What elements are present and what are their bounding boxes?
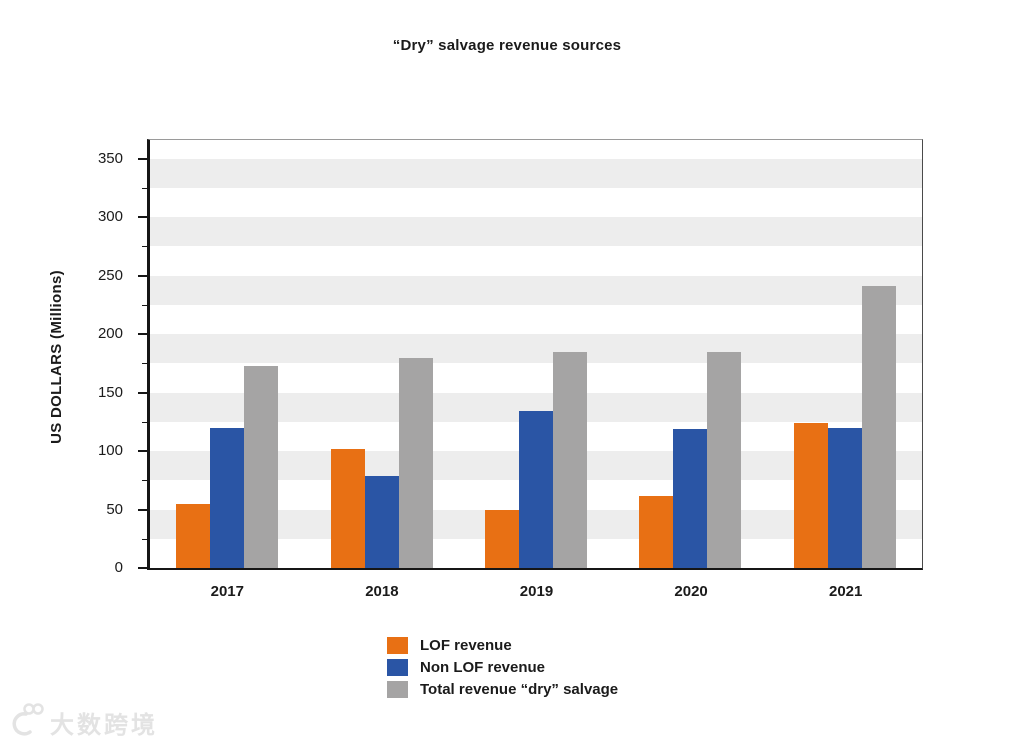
y-tick-major-50 [138, 508, 147, 511]
y-tick-label-200: 200 [97, 325, 123, 343]
x-axis: 2017 2018 2019 2020 2021 [150, 583, 923, 600]
grid-band-175-200 [150, 334, 922, 364]
legend-label: LOF revenue [420, 637, 512, 654]
x-tick-label-2018: 2018 [365, 583, 399, 600]
y-tick-minor-325 [142, 187, 147, 189]
y-tick-label-300: 300 [97, 208, 123, 226]
y-tick-major-350 [138, 157, 147, 160]
bar-group-2018 [304, 140, 458, 568]
bar-group-2020 [613, 140, 767, 568]
bar-groups [150, 140, 922, 568]
y-axis: 0 50 100 150 200 250 300 350 [0, 140, 147, 576]
bar-non-lof-revenue-2018 [364, 475, 399, 568]
bar-total-revenue-dry-salvage-2021 [861, 286, 896, 568]
legend-item-total-revenue-dry-salvage: Total revenue “dry” salvage [387, 680, 618, 699]
legend-swatch-non-lof-revenue [387, 659, 408, 676]
watermark: 大数跨境 [6, 700, 158, 745]
bar-non-lof-revenue-2020 [673, 428, 708, 568]
y-tick-major-150 [138, 391, 147, 394]
y-tick-label-350: 350 [97, 149, 123, 167]
y-tick-major-100 [138, 450, 147, 453]
x-tick-label-2020: 2020 [674, 583, 708, 600]
y-tick-label-50: 50 [106, 500, 123, 518]
chart-title: “Dry” salvage revenue sources [392, 37, 622, 54]
x-tick-label-2019: 2019 [519, 583, 554, 600]
watermark-logo-icon [6, 700, 44, 745]
y-tick-minor-25 [142, 538, 147, 540]
bar-total-revenue-dry-salvage-2017 [244, 365, 279, 568]
plot-canvas [150, 140, 922, 568]
x-tick-label-2021: 2021 [828, 583, 863, 600]
y-tick-minor-125 [142, 421, 147, 423]
plot-area [147, 139, 923, 570]
y-tick-label-100: 100 [97, 442, 123, 460]
legend-label: Total revenue “dry” salvage [420, 681, 619, 698]
grid-band-275-300 [150, 217, 922, 247]
bar-total-revenue-dry-salvage-2018 [398, 357, 433, 568]
bar-group-2021 [768, 140, 922, 568]
x-tick-label-2017: 2017 [210, 583, 244, 600]
y-tick-major-200 [138, 333, 147, 336]
bar-total-revenue-dry-salvage-2020 [707, 351, 742, 568]
grid-band-325-350 [150, 158, 922, 188]
bar-group-2019 [459, 140, 613, 568]
legend-label: Non LOF revenue [420, 659, 546, 676]
y-tick-label-150: 150 [97, 383, 123, 401]
bar-group-2017 [150, 140, 304, 568]
y-tick-minor-175 [142, 363, 147, 365]
bar-lof-revenue-2017 [176, 503, 211, 568]
y-tick-major-250 [138, 274, 147, 277]
bar-lof-revenue-2021 [793, 423, 828, 568]
y-tick-major-0 [138, 567, 147, 569]
bar-lof-revenue-2020 [639, 495, 674, 568]
legend-swatch-total-revenue-dry-salvage [387, 681, 408, 698]
bar-lof-revenue-2019 [485, 509, 520, 568]
bar-total-revenue-dry-salvage-2019 [553, 351, 588, 568]
y-tick-label-0: 0 [114, 559, 123, 576]
y-tick-minor-275 [142, 246, 147, 248]
legend: LOF revenue Non LOF revenue Total revenue … [387, 636, 618, 699]
legend-swatch-lof-revenue [387, 637, 408, 654]
grid-band-225-250 [150, 275, 922, 305]
y-tick-label-250: 250 [97, 266, 123, 284]
legend-item-lof-revenue: LOF revenue [387, 636, 618, 655]
watermark-text: 大数跨境 [50, 712, 158, 739]
y-tick-major-300 [138, 216, 147, 219]
bar-non-lof-revenue-2017 [210, 427, 245, 568]
y-tick-minor-75 [142, 480, 147, 482]
bar-non-lof-revenue-2019 [519, 411, 554, 568]
legend-item-non-lof-revenue: Non LOF revenue [387, 658, 618, 677]
y-tick-minor-225 [142, 304, 147, 306]
bar-non-lof-revenue-2021 [827, 427, 862, 568]
bar-lof-revenue-2018 [330, 448, 365, 568]
